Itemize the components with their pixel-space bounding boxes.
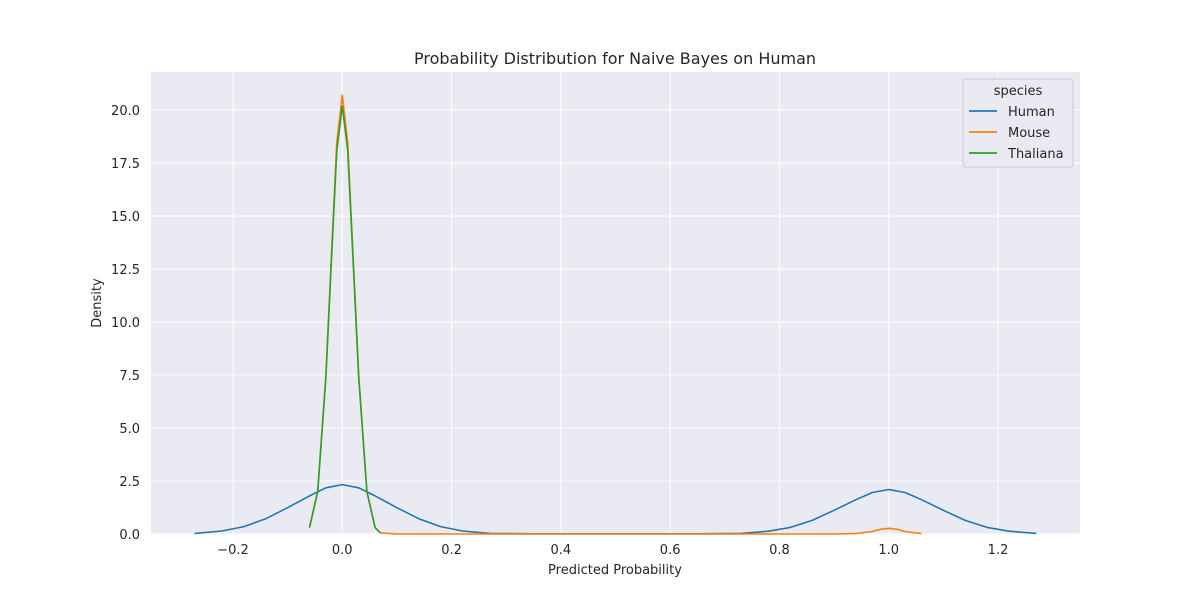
y-tick-label: 15.0 (111, 210, 140, 225)
legend-title: species (994, 84, 1043, 99)
chart-title: Probability Distribution for Naive Bayes… (414, 49, 816, 68)
legend-label-human: Human (1008, 105, 1055, 120)
series-line-thaliana (308, 105, 382, 534)
y-tick-label: 20.0 (111, 104, 140, 119)
series-layer (194, 94, 1037, 535)
x-tick-label: 0.0 (332, 543, 353, 558)
grid (151, 72, 1080, 535)
legend-label-thaliana: Thaliana (1007, 147, 1064, 162)
y-tick-label: 10.0 (111, 316, 140, 331)
x-axis-label: Predicted Probability (548, 563, 682, 578)
x-tick-label: 0.8 (769, 543, 790, 558)
x-tick-label: 0.2 (441, 543, 462, 558)
y-axis-label: Density (90, 278, 105, 328)
y-tick-label: 0.0 (119, 528, 140, 543)
y-tick-label: 7.5 (119, 369, 140, 384)
x-tick-label: 1.0 (878, 543, 899, 558)
x-tick-label: 0.6 (660, 543, 681, 558)
x-axis: −0.2 0.0 0.2 0.4 0.6 0.8 1.0 1.2 (217, 543, 1008, 558)
legend-box (962, 78, 1074, 168)
legend: species Human Mouse Thaliana (962, 78, 1074, 168)
y-axis: 0.0 2.5 5.0 7.5 10.0 12.5 15.0 17.5 20.0 (111, 104, 140, 543)
y-tick-label: 5.0 (119, 422, 140, 437)
x-tick-label: 0.4 (551, 543, 572, 558)
y-tick-label: 12.5 (111, 263, 140, 278)
x-tick-label: −0.2 (217, 543, 249, 558)
legend-label-mouse: Mouse (1008, 126, 1050, 141)
x-tick-label: 1.2 (988, 543, 1009, 558)
plot-background (151, 72, 1080, 534)
y-tick-label: 2.5 (119, 475, 140, 490)
y-tick-label: 17.5 (111, 157, 140, 172)
